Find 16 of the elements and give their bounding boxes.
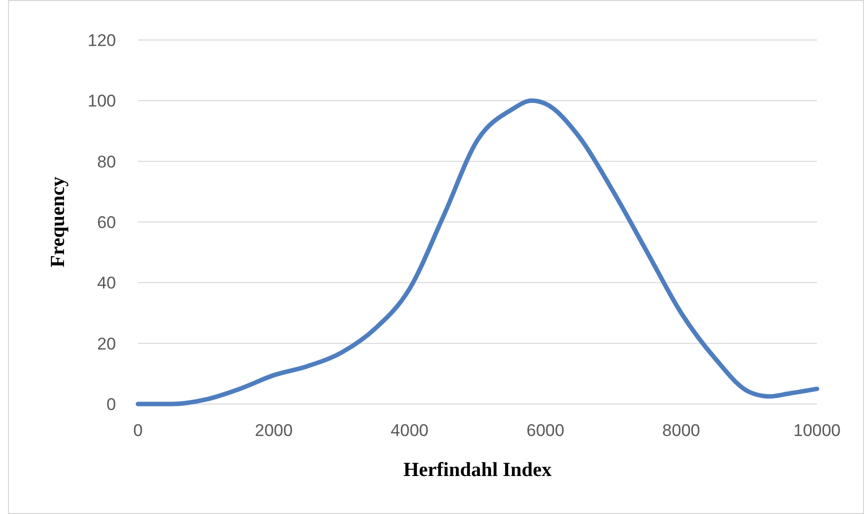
x-tick-label: 0 (133, 421, 143, 440)
y-tick-label: 0 (106, 394, 116, 414)
line-series (136, 98, 820, 406)
y-tick-label: 120 (88, 30, 116, 50)
x-tick-label: 10000 (793, 421, 841, 440)
y-tick-label: 80 (97, 152, 116, 172)
x-axis-title: Herfindahl Index (403, 459, 552, 481)
y-tick-label: 100 (88, 92, 116, 111)
x-tick-label: 4000 (390, 421, 429, 440)
y-tick-label: 20 (97, 334, 116, 354)
y-tick-label: 40 (97, 274, 116, 293)
x-tick-label: 6000 (526, 421, 564, 440)
y-tick-label: 60 (97, 212, 116, 232)
x-tick-label: 8000 (662, 421, 700, 440)
y-axis-title: Frequency (47, 176, 69, 268)
x-tick-label: 2000 (254, 421, 293, 440)
